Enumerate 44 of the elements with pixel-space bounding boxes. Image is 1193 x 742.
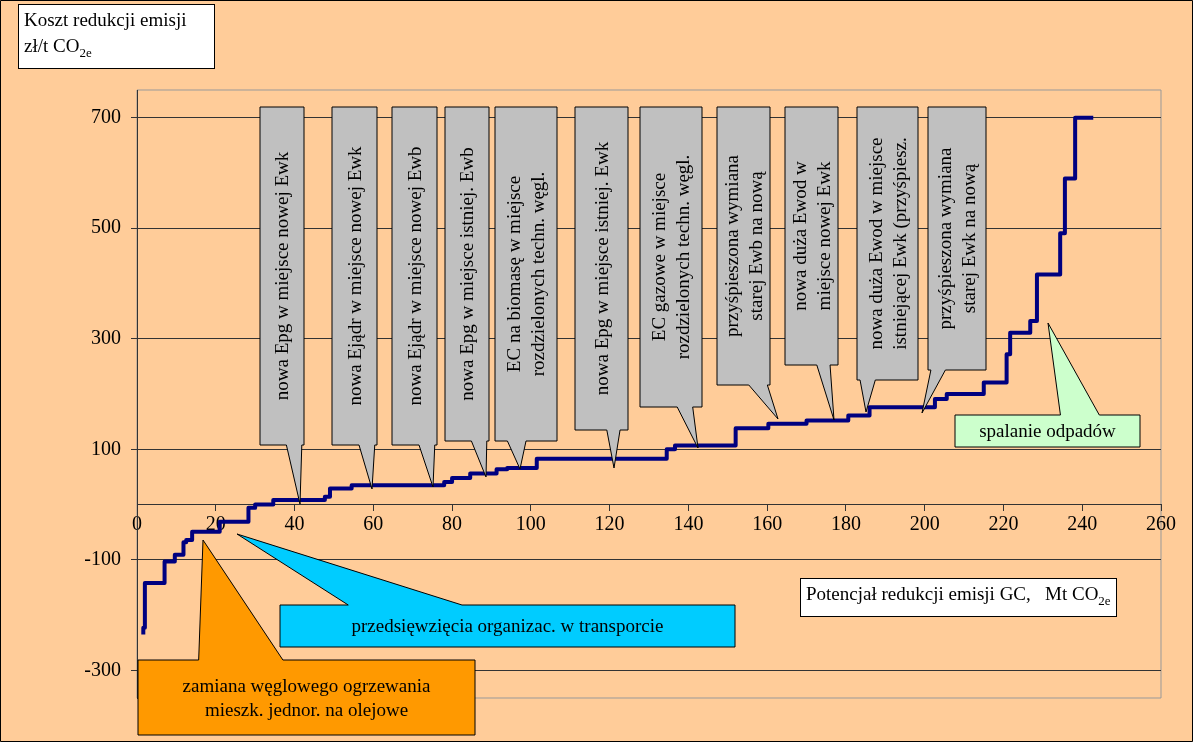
annotation: zamiana węglowego ogrzewania mieszk. jednor. na olejowe <box>182 674 432 720</box>
x-tick-label: 200 <box>909 511 940 534</box>
x-tick-label: 220 <box>988 511 1019 534</box>
annotation: nowa duża Ewod w miejsce istniejącej Ewk (przyśpiesz. <box>864 137 911 350</box>
x-tick-label: 260 <box>1146 511 1176 534</box>
x-tick-label: 240 <box>1067 511 1098 534</box>
y-tick-label: -300 <box>84 657 121 680</box>
x-tick-label: 40 <box>284 511 305 534</box>
speech-bubble: spalanie odpadów <box>954 322 1141 448</box>
y-axis-title: Koszt redukcji emisji zł/t CO$_{2e}$ <box>18 4 215 69</box>
x-axis-title: Potencjał redukcji emisji GC, Mt CO$_{2e}$ <box>800 578 1117 617</box>
speech-bubble: nowa duża Ewod w miejsce istniejącej Ewk (przyśpiesz. <box>856 106 919 413</box>
annotation: nowa Epg w miejsce nowej Ewk <box>271 151 292 401</box>
annotation: przyśpieszona wymiana starej Ewb na nową <box>720 154 766 338</box>
x-tick-label: 120 <box>594 511 625 534</box>
x-tick-label: 60 <box>363 511 384 534</box>
speech-bubble: nowa Ejądr w miejsce nowej Ewb <box>391 106 438 488</box>
speech-bubble: nowa Ejądr w miejsce nowej Ewk <box>331 106 378 490</box>
annotation: przedsięwzięcia organizac. w transporcie <box>351 615 664 636</box>
annotation: nowa duża Ewod w miejsce nowej Ewk <box>788 161 834 311</box>
annotation: spalanie odpadów <box>979 420 1117 441</box>
annotation: nowa Ejądr w miejsce nowej Ewk <box>343 145 365 406</box>
speech-bubble: przyśpieszona wymiana starej Ewb na nową <box>716 106 779 420</box>
speech-bubble: nowa duża Ewod w miejsce nowej Ewk <box>784 106 839 421</box>
annotation: EC na biomasę w miejsce rozdzielonych techn. węgl. <box>503 171 548 377</box>
x-tick-label: 180 <box>830 511 861 534</box>
speech-bubble: EC na biomasę w miejsce rozdzielonych techn. węgl. <box>494 106 558 470</box>
x-tick-label: 80 <box>442 511 463 534</box>
x-tick-label: 160 <box>752 511 783 534</box>
speech-bubble: przedsięwzięcia organizac. w transporcie <box>236 533 736 648</box>
annotation: nowa Ejądr w miejsce nowej Ewb <box>403 146 425 406</box>
annotation: EC gazowe w miejsce rozdzielonych techn. węgl. <box>648 154 693 360</box>
annotation: nowa Epg w miejsce istniej. Ewk <box>590 141 612 396</box>
speech-bubble: nowa Epg w miejsce istniej. Ewb <box>444 106 490 478</box>
annotation: nowa Epg w miejsce istniej. Ewb <box>456 147 477 401</box>
y-tick-label: 500 <box>91 215 121 238</box>
y-tick-label: 100 <box>91 436 121 459</box>
x-tick-label: 140 <box>673 511 704 534</box>
y-tick-label: 300 <box>91 325 121 348</box>
y-tick-label: -100 <box>84 547 121 570</box>
speech-bubble: nowa Epg w miejsce istniej. Ewk <box>574 106 629 469</box>
x-tick-label: 100 <box>515 511 546 534</box>
speech-bubble: przyśpieszona wymiana starej Ewk na nową <box>921 106 987 414</box>
y-tick-label: 700 <box>91 104 121 127</box>
